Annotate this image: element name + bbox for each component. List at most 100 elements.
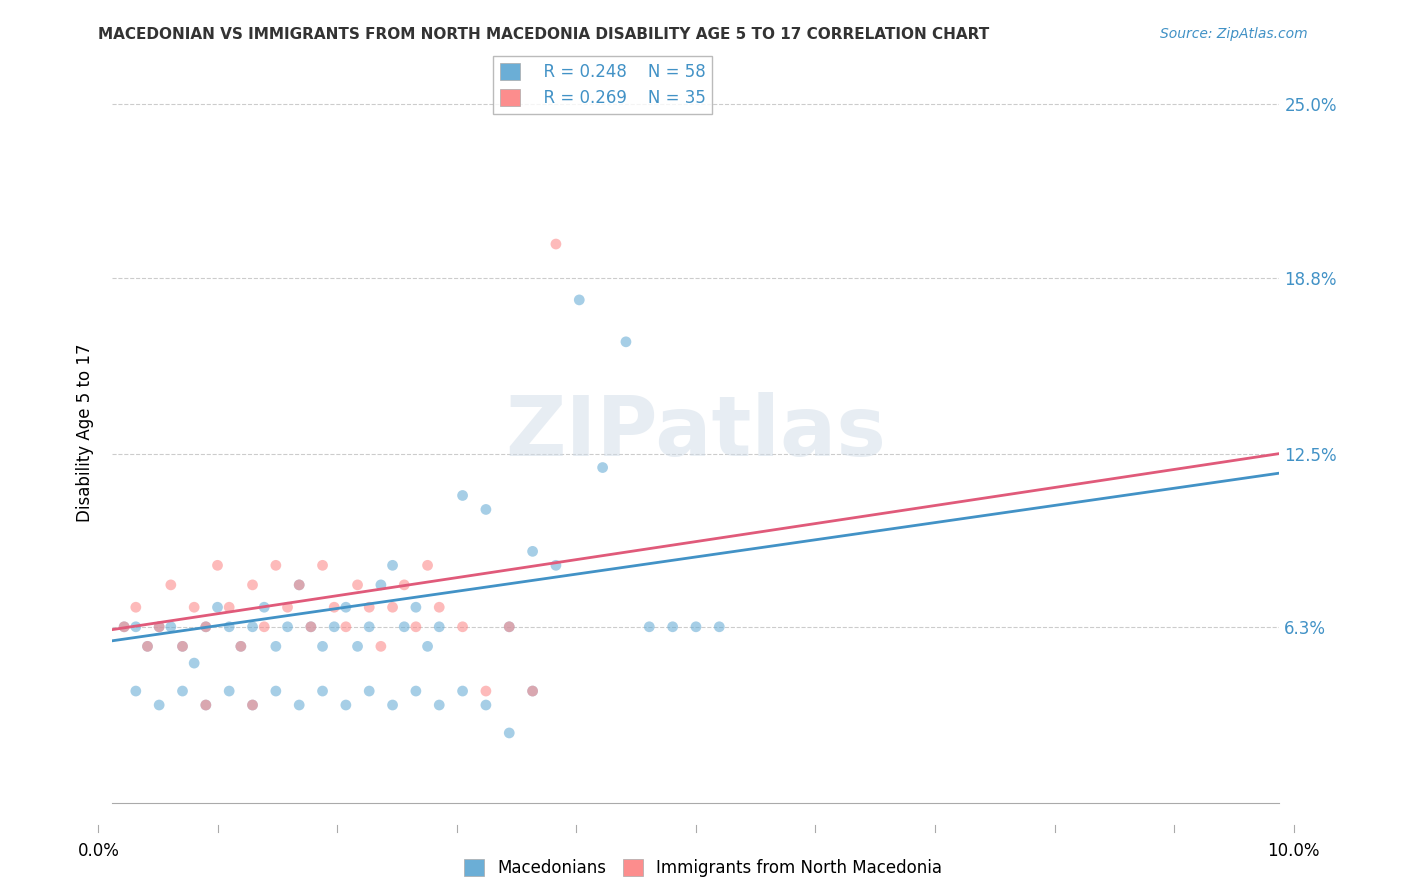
Point [568, 293, 591, 307]
Point [427, 620, 450, 634]
Point [125, 600, 148, 615]
Point [451, 684, 474, 698]
Point [498, 726, 520, 740]
Point [381, 558, 404, 573]
Point [242, 620, 264, 634]
Point [359, 684, 381, 698]
Point [335, 620, 357, 634]
Point [416, 640, 439, 654]
Point [394, 578, 416, 592]
Point [359, 600, 381, 615]
Point [311, 640, 333, 654]
Point [335, 698, 357, 712]
Text: ZIPatlas: ZIPatlas [506, 392, 886, 473]
Point [148, 620, 170, 634]
Point [416, 558, 439, 573]
Point [172, 684, 194, 698]
Point [160, 620, 183, 634]
Point [218, 684, 240, 698]
Point [299, 620, 322, 634]
Point [475, 502, 498, 516]
Point [522, 544, 544, 558]
Point [242, 698, 264, 712]
Point [323, 600, 346, 615]
Point [218, 620, 240, 634]
Text: Source: ZipAtlas.com: Source: ZipAtlas.com [1160, 27, 1308, 41]
Point [172, 640, 194, 654]
Point [427, 600, 450, 615]
Point [346, 578, 368, 592]
Point [661, 620, 683, 634]
Y-axis label: Disability Age 5 to 17: Disability Age 5 to 17 [76, 343, 94, 522]
Point [125, 620, 148, 634]
Point [218, 600, 240, 615]
Point [112, 620, 135, 634]
Point [136, 640, 159, 654]
Text: MACEDONIAN VS IMMIGRANTS FROM NORTH MACEDONIA DISABILITY AGE 5 TO 17 CORRELATION: MACEDONIAN VS IMMIGRANTS FROM NORTH MACE… [98, 27, 990, 42]
Legend:   R = 0.248    N = 58,   R = 0.269    N = 35: R = 0.248 N = 58, R = 0.269 N = 35 [494, 56, 713, 114]
Text: 10.0%: 10.0% [1267, 842, 1320, 860]
Point [288, 578, 311, 592]
Point [276, 620, 298, 634]
Legend: Macedonians, Immigrants from North Macedonia: Macedonians, Immigrants from North Maced… [457, 852, 949, 884]
Point [264, 640, 287, 654]
Point [346, 640, 368, 654]
Point [394, 620, 416, 634]
Point [264, 684, 287, 698]
Point [276, 600, 298, 615]
Point [451, 620, 474, 634]
Point [475, 684, 498, 698]
Point [427, 698, 450, 712]
Point [299, 620, 322, 634]
Point [194, 698, 217, 712]
Point [253, 620, 276, 634]
Point [370, 578, 392, 592]
Point [323, 620, 346, 634]
Point [685, 620, 707, 634]
Point [207, 600, 229, 615]
Point [381, 600, 404, 615]
Point [207, 558, 229, 573]
Point [592, 460, 614, 475]
Point [498, 620, 520, 634]
Point [194, 620, 217, 634]
Point [335, 600, 357, 615]
Point [359, 620, 381, 634]
Point [544, 237, 567, 252]
Point [498, 620, 520, 634]
Point [405, 620, 427, 634]
Point [183, 656, 205, 670]
Point [311, 558, 333, 573]
Point [229, 640, 252, 654]
Point [522, 684, 544, 698]
Point [264, 558, 287, 573]
Point [160, 578, 183, 592]
Point [522, 684, 544, 698]
Point [242, 698, 264, 712]
Point [614, 334, 637, 349]
Point [311, 684, 333, 698]
Point [451, 488, 474, 502]
Point [112, 620, 135, 634]
Point [288, 578, 311, 592]
Point [405, 600, 427, 615]
Point [288, 698, 311, 712]
Point [229, 640, 252, 654]
Point [709, 620, 731, 634]
Point [381, 698, 404, 712]
Point [194, 620, 217, 634]
Point [183, 600, 205, 615]
Point [638, 620, 661, 634]
Point [544, 558, 567, 573]
Text: 0.0%: 0.0% [77, 842, 120, 860]
Point [475, 698, 498, 712]
Point [172, 640, 194, 654]
Point [242, 578, 264, 592]
Point [405, 684, 427, 698]
Point [370, 640, 392, 654]
Point [125, 684, 148, 698]
Point [148, 620, 170, 634]
Point [136, 640, 159, 654]
Point [148, 698, 170, 712]
Point [194, 698, 217, 712]
